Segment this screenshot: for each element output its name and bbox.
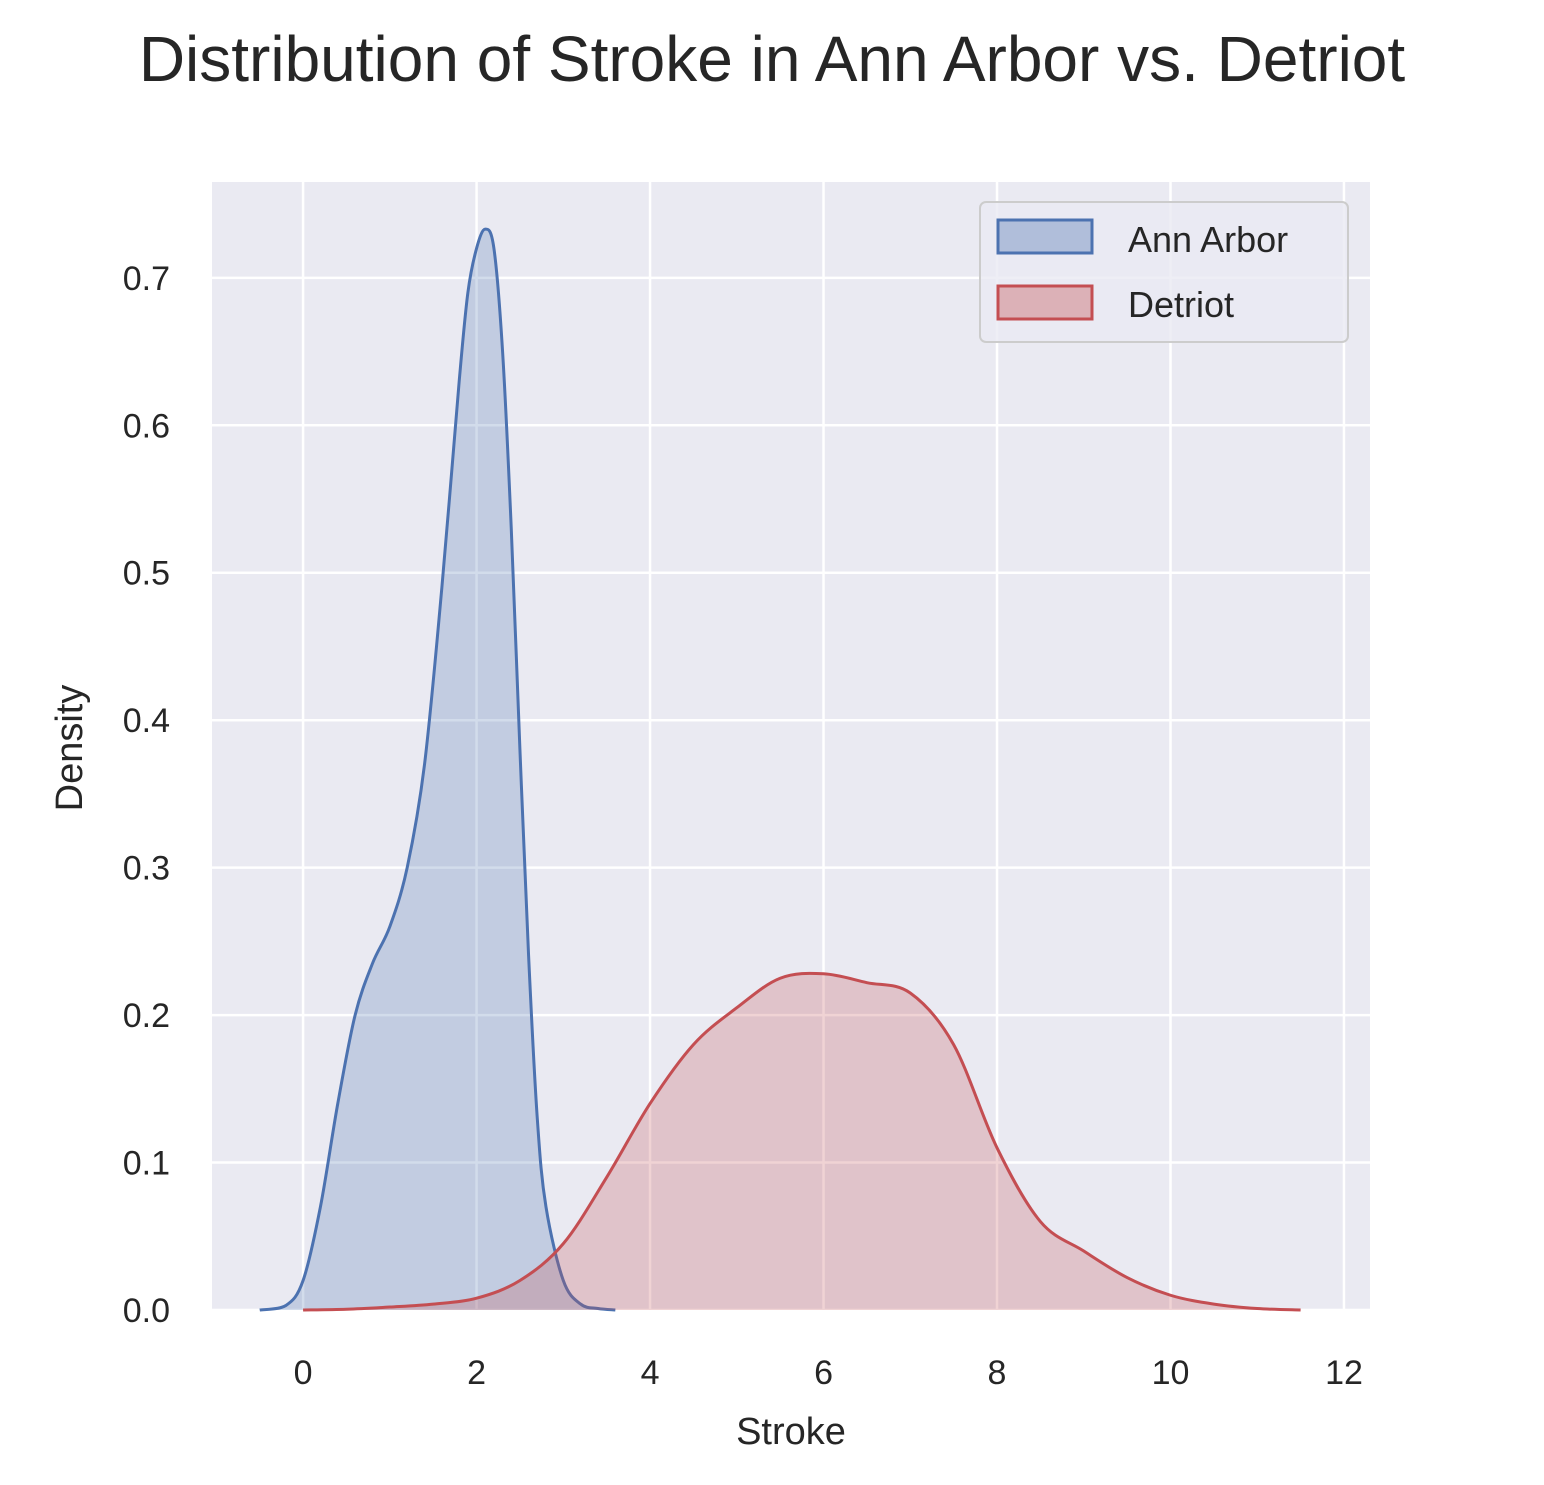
density-line-ann-arbor: [259, 227, 616, 1312]
grid-lines: [212, 182, 1370, 1312]
density-areas: [259, 227, 1301, 1312]
y-tick-label-7: 0.7: [123, 260, 170, 298]
y-tick-label-0: 0.0: [123, 1292, 170, 1330]
y-tick-label-4: 0.4: [123, 702, 170, 740]
plot-background: [212, 182, 1370, 1310]
y-tick-label-5: 0.5: [123, 555, 170, 593]
chart-title: Distribution of Stroke in Ann Arbor vs. …: [138, 23, 1406, 95]
y-tick-label-6: 0.6: [123, 407, 170, 445]
legend-swatch-detriot: [996, 284, 1094, 321]
x-tick-label-2: 4: [641, 1354, 660, 1392]
density-line-detriot: [303, 971, 1301, 1312]
legend: Ann Arbor Detriot: [979, 201, 1349, 343]
legend-swatch-ann-arbor: [996, 218, 1094, 255]
x-tick-label-4: 8: [988, 1354, 1007, 1392]
y-tick-label-1: 0.1: [123, 1145, 170, 1183]
density-fill-detriot: [303, 973, 1301, 1310]
x-tick-label-1: 2: [467, 1354, 486, 1392]
x-tick-label-6: 12: [1325, 1354, 1363, 1392]
x-axis-label: Stroke: [736, 1411, 846, 1453]
x-tick-label-3: 6: [814, 1354, 833, 1392]
x-tick-label-0: 0: [294, 1354, 313, 1392]
legend-label-detriot: Detriot: [1128, 284, 1234, 325]
legend-box: [979, 201, 1349, 343]
x-tick-label-5: 10: [1152, 1354, 1190, 1392]
y-axis-label: Density: [49, 685, 91, 812]
density-fill-ann-arbor: [259, 229, 616, 1311]
tick-labels: 0 2 4 6 8 10 12 0.0 0.1 0.2 0.3 0.4 0.5 0.6 0.7: [123, 260, 1363, 1392]
legend-label-ann-arbor: Ann Arbor: [1128, 219, 1288, 260]
y-tick-label-2: 0.2: [123, 997, 170, 1035]
y-tick-label-3: 0.3: [123, 850, 170, 888]
